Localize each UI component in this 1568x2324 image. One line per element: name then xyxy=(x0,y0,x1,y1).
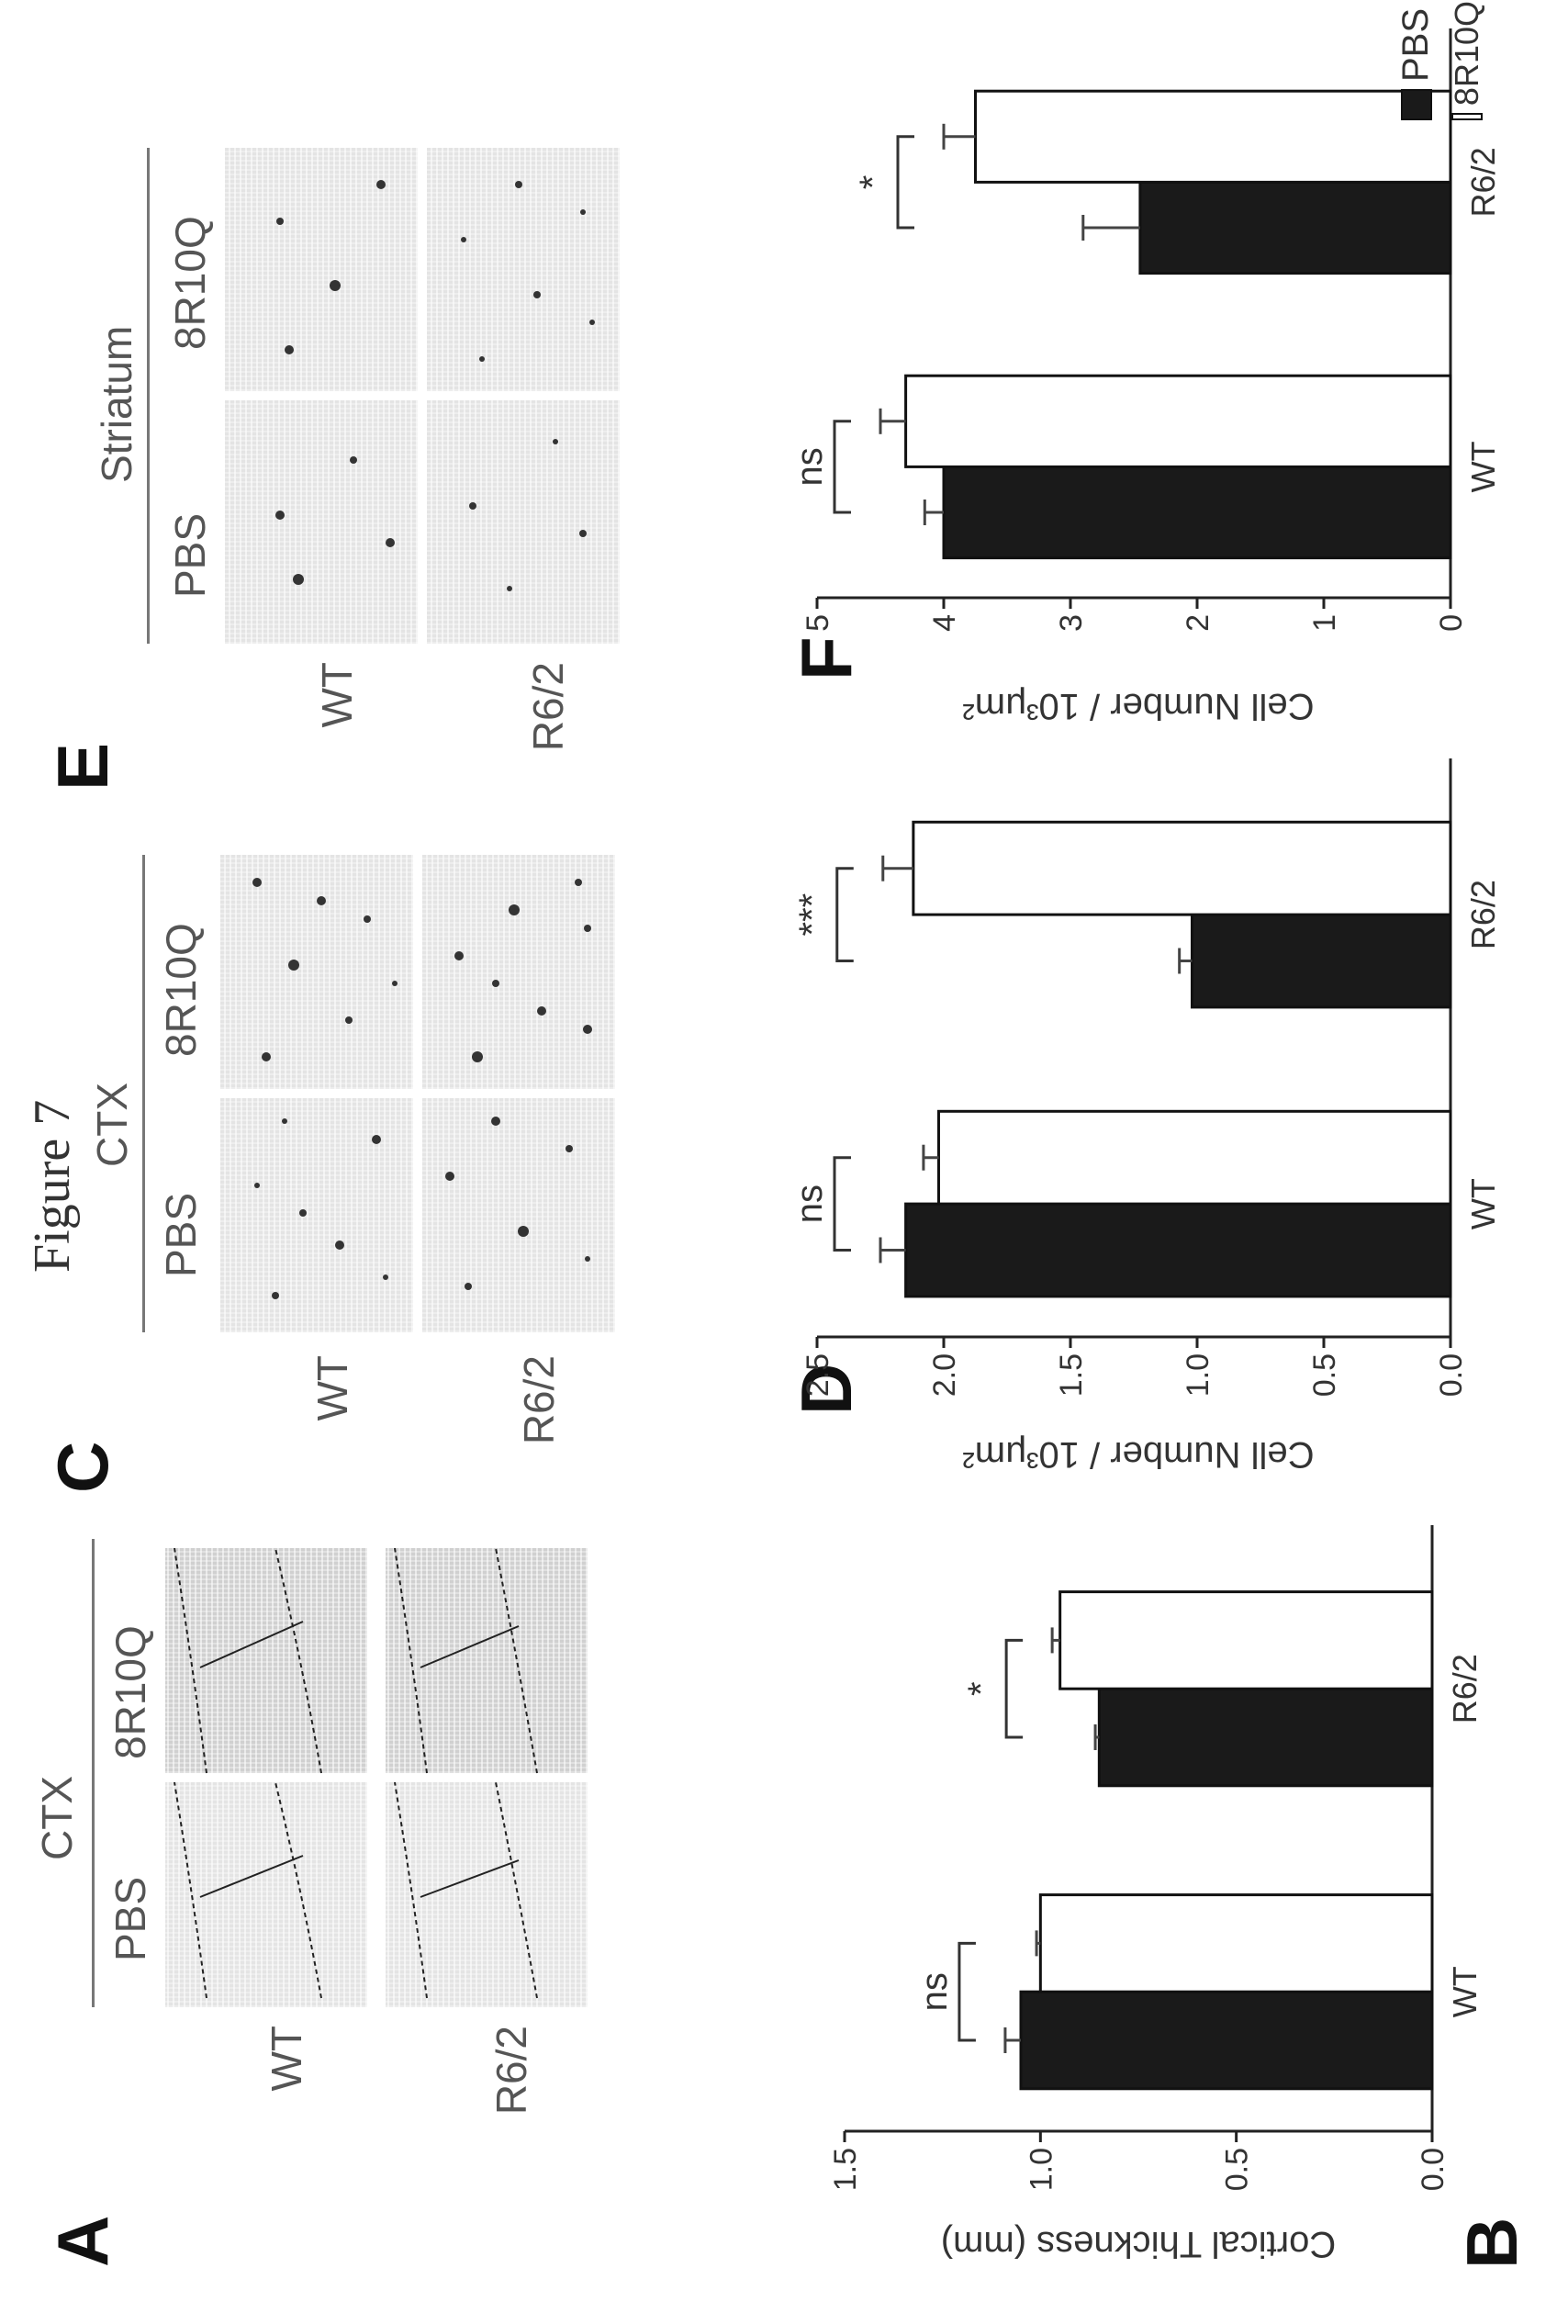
chart-b-category-label: R6/2 xyxy=(1446,1654,1484,1723)
chart-f-bar-pbs-wt xyxy=(942,465,1452,560)
chart-b-ytick-label: 1.0 xyxy=(1024,2148,1058,2191)
legend: PBS 8R10Q xyxy=(1395,1,1486,120)
panel-c-header-rule xyxy=(142,855,145,1332)
chart-d-sig-bracket xyxy=(833,1156,851,1252)
chart-f-sig-label: * xyxy=(853,175,893,190)
legend-swatch-8r10q xyxy=(1451,113,1483,120)
chart-d-ytick-label: 1.0 xyxy=(1181,1353,1215,1397)
panel-a-header-rule xyxy=(92,1539,95,2007)
chart-b: Cortical Thickness (mm) 0.0 0.5 1.0 1.5 WT ns… xyxy=(828,1525,1484,2264)
panel-a-col-pbs: PBS xyxy=(106,1876,154,1961)
chart-f-ytick-label: 1 xyxy=(1307,614,1342,632)
chart-f-ytick-label: 2 xyxy=(1181,614,1215,632)
chart-f-category-label: R6/2 xyxy=(1464,147,1502,217)
chart-f-ytick-label: 5 xyxy=(801,614,835,632)
figure-title: Figure 7 xyxy=(24,1099,81,1273)
chart-b-sig-label: ns xyxy=(914,1972,955,2011)
chart-f-ytick-label: 3 xyxy=(1054,614,1089,632)
panel-c-col-8r10q: 8R10Q xyxy=(157,923,205,1057)
chart-b-ytick-label: 0.5 xyxy=(1220,2148,1255,2191)
chart-d-ytick-label: 2.5 xyxy=(801,1353,835,1397)
legend-item-8r10q: 8R10Q xyxy=(1448,1,1486,120)
chart-d-sig-bracket xyxy=(835,867,854,962)
chart-f-sig-label: ns xyxy=(790,447,830,486)
panel-a-region: CTX xyxy=(33,1776,81,1860)
legend-label-pbs: PBS xyxy=(1395,7,1436,82)
chart-f-ytick-label: 0 xyxy=(1434,614,1469,632)
chart-b-ytick-label: 1.5 xyxy=(828,2148,863,2191)
panel-a-row-wt: WT xyxy=(263,2026,310,2092)
chart-d-bar-pbs-r62 xyxy=(1190,913,1452,1009)
chart-b-ylabel: Cortical Thickness (mm) xyxy=(941,2224,1336,2264)
legend-label-8r10q: 8R10Q xyxy=(1448,1,1485,107)
panel-e-cell-dots xyxy=(275,180,595,591)
chart-d-sig-label: *** xyxy=(792,893,833,937)
chart-b-bar-pbs-wt xyxy=(1019,1990,1434,2091)
chart-d-ytick-label: 0.0 xyxy=(1434,1353,1469,1397)
chart-f-ylabel: Cell Number / 10³μm² xyxy=(962,686,1314,726)
chart-d-bar-8r10q-r62 xyxy=(912,820,1452,916)
chart-f-sig-bracket xyxy=(833,420,851,514)
panel-c-row-wt: WT xyxy=(308,1355,356,1421)
chart-b-sig-bracket xyxy=(958,1941,976,2042)
chart-d-sig-label: ns xyxy=(790,1184,830,1223)
panel-c-row-r62: R6/2 xyxy=(515,1355,563,1445)
chart-d-ylabel: Cell Number / 10³μm² xyxy=(962,1434,1314,1475)
chart-d-ytick-label: 1.5 xyxy=(1054,1353,1089,1397)
legend-item-pbs: PBS xyxy=(1395,1,1437,120)
chart-d-category-label: R6/2 xyxy=(1464,880,1502,949)
panel-e-row-r62: R6/2 xyxy=(524,662,572,752)
panel-a-col-8r10q: 8R10Q xyxy=(106,1625,154,1759)
panel-label-c: C xyxy=(42,1441,123,1493)
panel-a-overlay-lines xyxy=(174,1548,538,1999)
chart-d-ytick-label: 0.5 xyxy=(1307,1353,1342,1397)
chart-d-bar-8r10q-wt xyxy=(936,1109,1452,1206)
panel-label-a: A xyxy=(42,2215,123,2267)
chart-b-bar-pbs-r62 xyxy=(1097,1687,1434,1788)
chart-d-category-label: WT xyxy=(1464,1178,1502,1229)
chart-b-sig-label: * xyxy=(961,1681,1002,1696)
chart-f-bar-pbs-r62 xyxy=(1138,180,1452,275)
chart-b-sig-bracket xyxy=(1004,1638,1024,1739)
chart-b-ytick-label: 0.0 xyxy=(1416,2148,1450,2191)
panel-c-region: CTX xyxy=(88,1083,136,1167)
panel-c-col-pbs: PBS xyxy=(157,1192,205,1277)
panel-label-e: E xyxy=(42,742,123,791)
panel-e-col-pbs: PBS xyxy=(166,512,214,598)
chart-d: Cell Number / 10³μm² 0.0 0.5 1.0 1.5 2.0 2.5 W… xyxy=(790,758,1502,1475)
chart-d-bar-pbs-wt xyxy=(904,1202,1452,1298)
chart-f-sig-bracket xyxy=(896,135,914,230)
chart-f-bar-8r10q-wt xyxy=(904,374,1452,468)
chart-f-category-label: WT xyxy=(1464,441,1502,492)
panel-e-region: Striatum xyxy=(93,325,140,483)
chart-b-bar-8r10q-wt xyxy=(1038,1893,1434,1993)
chart-f-bar-8r10q-r62 xyxy=(974,89,1452,184)
chart-b-category-label: WT xyxy=(1446,1966,1484,2017)
chart-d-ytick-label: 2.0 xyxy=(927,1353,962,1397)
chart-f-ytick-label: 4 xyxy=(927,614,962,632)
panel-a-row-r62: R6/2 xyxy=(487,2026,535,2116)
panel-e-header-rule xyxy=(147,148,150,644)
panel-e-col-8r10q: 8R10Q xyxy=(166,216,214,350)
legend-swatch-pbs xyxy=(1400,89,1432,120)
chart-b-bar-8r10q-r62 xyxy=(1058,1590,1434,1690)
panel-e-row-wt: WT xyxy=(313,662,361,728)
chart-f: Cell Number / 10³μm² 0 1 2 3 4 5 WT ns R6/2 * xyxy=(790,28,1502,726)
panel-c-cell-dots xyxy=(252,878,592,1299)
